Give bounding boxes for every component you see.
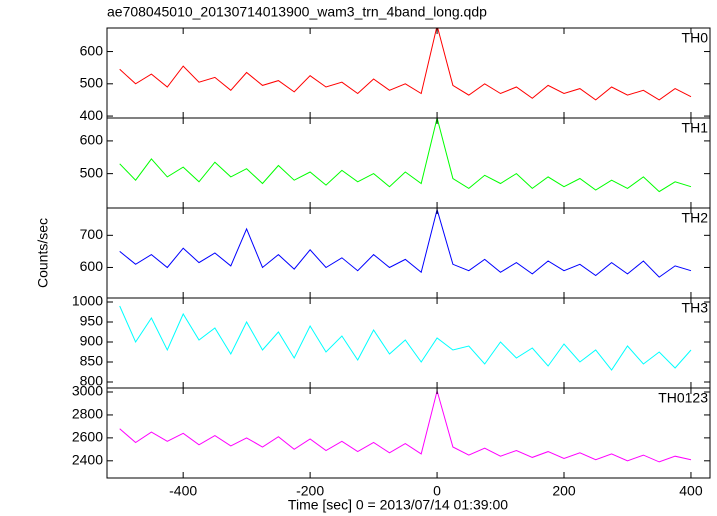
y-tick-label: 600 — [80, 258, 104, 274]
x-axis-label: Time [sec] 0 = 2013/07/14 01:39:00 — [288, 497, 508, 513]
y-tick-label: 600 — [80, 42, 104, 58]
y-tick-label: 500 — [80, 75, 104, 91]
y-tick-label: 850 — [80, 353, 104, 369]
panel-frame — [106, 387, 711, 479]
y-tick-label: 2600 — [72, 429, 103, 445]
data-line — [119, 118, 692, 193]
panel-frame — [106, 297, 711, 389]
y-tick-label: 500 — [80, 164, 104, 180]
y-tick-label: 700 — [80, 226, 104, 242]
data-line — [119, 388, 692, 463]
x-tick-label: 0 — [433, 483, 441, 499]
y-tick-label: 400 — [80, 107, 104, 123]
x-tick-label: -200 — [296, 483, 324, 499]
panel-label: TH3 — [682, 300, 709, 316]
x-tick-label: 200 — [552, 483, 576, 499]
y-tick-label: 900 — [80, 333, 104, 349]
y-tick-label: 2800 — [72, 406, 103, 422]
chart-title: ae708045010_20130714013900_wam3_trn_4ban… — [107, 4, 487, 20]
data-line — [119, 305, 692, 371]
y-tick-label: 1000 — [72, 293, 103, 309]
y-tick-label: 3000 — [72, 383, 103, 399]
panel-frame — [106, 207, 711, 299]
panel-label: TH1 — [682, 120, 709, 136]
x-tick-label: -400 — [169, 483, 197, 499]
panel-frame — [106, 27, 711, 119]
y-tick-label: 800 — [80, 373, 104, 389]
y-tick-label: 2400 — [72, 452, 103, 468]
panel-label: TH2 — [682, 210, 709, 226]
panel-frame — [106, 117, 711, 209]
y-axis-label: Counts/sec — [35, 218, 51, 288]
y-tick-label: 600 — [80, 132, 104, 148]
data-line — [119, 208, 692, 278]
y-tick-label: 950 — [80, 313, 104, 329]
data-line — [119, 28, 692, 101]
x-tick-label: 400 — [679, 483, 703, 499]
panel-label: TH0 — [682, 30, 709, 46]
panel-label: TH0123 — [658, 390, 708, 406]
